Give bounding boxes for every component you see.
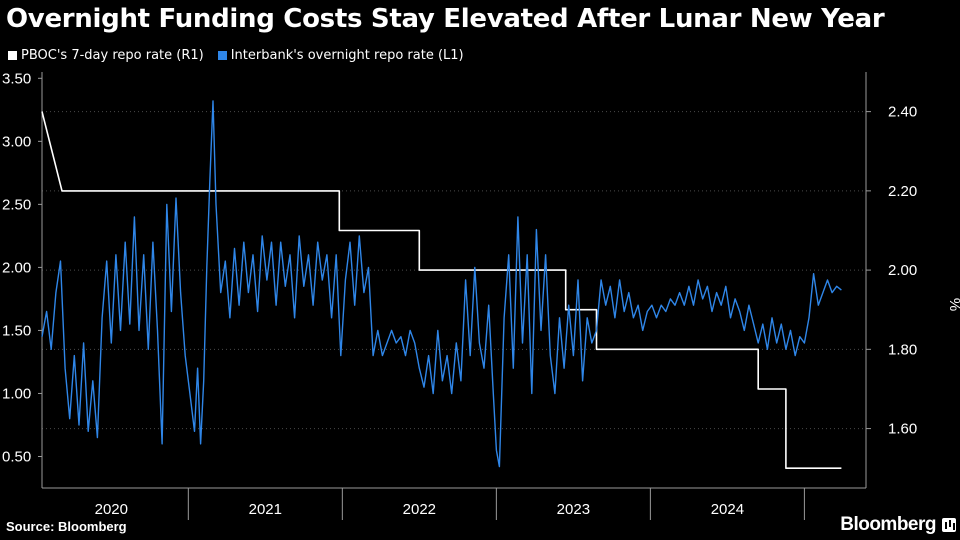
chart-title: Overnight Funding Costs Stay Elevated Af… (6, 4, 885, 34)
x-tick-label: 2020 (95, 501, 128, 518)
y-left-tick-label: 1.50 (2, 322, 31, 339)
y-left-tick-label: 3.00 (2, 133, 31, 150)
series-line-pboc (41, 111, 842, 469)
legend-item-interbank: Interbank's overnight repo rate (L1) (217, 48, 464, 63)
legend-swatch-pboc (8, 51, 17, 60)
y-left-tick-label: 1.00 (2, 385, 31, 402)
bar-chart-icon (942, 518, 956, 532)
legend: PBOC's 7-day repo rate (R1) Interbank's … (8, 48, 464, 63)
y-right-tick-label: 1.80 (888, 341, 917, 358)
x-tick-label: 2024 (711, 501, 744, 518)
legend-swatch-interbank (217, 51, 227, 60)
y-left-tick-label: 2.50 (2, 196, 31, 213)
y-right-tick-label: 1.60 (888, 421, 917, 438)
legend-label-pboc: PBOC's 7-day repo rate (R1) (21, 48, 204, 63)
x-tick-label: 2022 (403, 501, 436, 518)
x-tick-label: 2021 (249, 501, 282, 518)
y-right-unit-label: % (946, 298, 960, 311)
y-left-tick-label: 2.00 (2, 259, 31, 276)
legend-label-interbank: Interbank's overnight repo rate (L1) (230, 48, 464, 63)
y-right-tick-label: 2.40 (888, 104, 917, 121)
y-left-tick-label: 0.50 (2, 448, 31, 465)
y-left-tick-label: 3.50 (2, 70, 31, 87)
legend-item-pboc: PBOC's 7-day repo rate (R1) (8, 48, 204, 63)
source-note: Source: Bloomberg (6, 519, 127, 534)
y-right-tick-label: 2.20 (888, 183, 917, 200)
brand-logo: Bloomberg (840, 514, 936, 535)
x-tick-label: 2023 (557, 501, 590, 518)
series-line-interbank (41, 100, 842, 468)
y-right-tick-label: 2.00 (888, 262, 917, 279)
